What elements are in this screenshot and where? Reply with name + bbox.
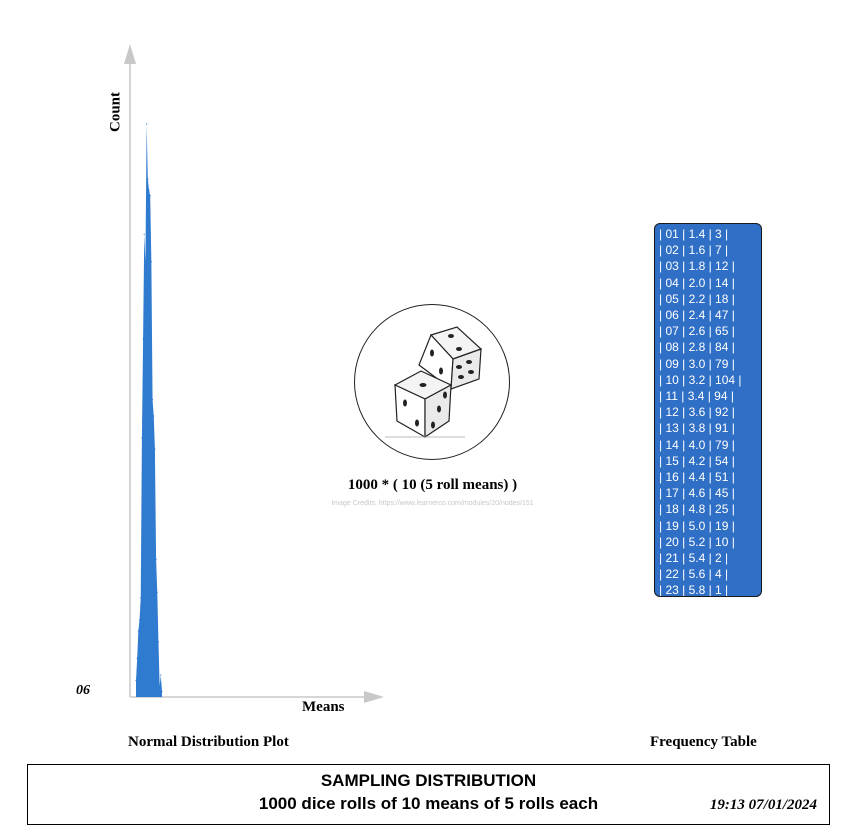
dice-caption: 1000 * ( 10 (5 roll means) ) [347,477,518,493]
frequency-table-row: | 15 | 4.2 | 54 | [659,453,735,468]
data-point [138,619,141,621]
data-point [155,558,157,560]
data-point [156,591,158,593]
footer-box: SAMPLING DISTRIBUTION 1000 dice rolls of… [27,764,830,825]
x-axis-label: Means [302,699,345,715]
dice-image [354,304,510,460]
y-axis-arrow [124,44,136,64]
footer-timestamp: 19:13 07/01/2024 [709,797,817,813]
y-axis-label: Count [107,92,124,133]
data-point [149,195,151,197]
frequency-table-row: | 04 | 2.0 | 14 | [659,275,735,290]
data-point [137,630,139,632]
data-point [136,657,138,660]
frequency-table-row: | 13 | 3.8 | 91 | [659,421,735,436]
image-credits: Image Credits: https://www.learnerco.com… [331,500,534,507]
data-point [159,685,161,687]
data-point [142,338,144,340]
frequency-table-row: | 19 | 5.0 | 19 | [659,518,735,533]
frequency-table-row: | 17 | 4.6 | 45 | [659,486,735,501]
frequency-table-row: | 08 | 2.8 | 84 | [659,340,735,355]
frequency-table-row: | 01 | 1.4 | 3 | [659,227,729,241]
frequency-table-row: | 12 | 3.6 | 92 | [659,405,735,420]
frequency-table-row: | 11 | 3.4 | 94 | [659,389,734,404]
series-area [135,123,163,697]
data-point [150,261,152,263]
series-area-path [136,124,162,697]
frequency-table-row: | 06 | 2.4 | 47 | [659,308,735,323]
frequency-table-row: | 14 | 4.0 | 79 | [659,437,735,452]
frequency-table-row: | 09 | 3.0 | 79 | [659,356,735,371]
frequency-table-row: | 21 | 5.4 | 2 | [659,551,729,566]
data-point [153,415,155,417]
frequency-table-row: | 03 | 1.8 | 12 | [659,259,735,274]
frequency-table-row: | 23 | 5.8 | 1 | [659,583,729,597]
frequency-table-row: | 16 | 4.4 | 51 | [659,470,735,485]
data-point [141,437,143,439]
data-point [151,398,154,401]
data-point [144,261,147,263]
data-point [140,597,142,599]
plot-caption: Normal Distribution Plot [128,734,289,750]
frequency-table-row: | 10 | 3.2 | 104 | [659,372,742,387]
frequency-table: | 01 | 1.4 | 3 | | 02 | 1.6 | 7 | | 03 | 1… [654,223,762,597]
data-point [160,674,162,676]
origin-label: 06 [76,683,90,698]
x-axis-arrow [364,691,384,703]
footer-subtitle: 1000 dice rolls of 10 means of 5 rolls e… [258,794,599,813]
data-point [135,679,137,682]
data-point [157,641,160,643]
frequency-table-row: | 22 | 5.6 | 4 | [659,567,729,582]
footer-title: SAMPLING DISTRIBUTION [320,771,537,790]
dice-icon [385,326,483,439]
data-point [147,178,149,180]
plot-axes [124,44,384,703]
data-point [143,233,145,235]
data-point [161,690,163,693]
frequency-table-row: | 02 | 1.6 | 7 | [659,243,729,258]
data-point [146,123,148,125]
data-point [154,448,156,450]
frequency-table-caption: Frequency Table [650,734,757,750]
frequency-table-row: | 18 | 4.8 | 25 | [659,502,735,517]
data-point [148,189,150,191]
frequency-table-row: | 05 | 2.2 | 18 | [659,291,735,306]
frequency-table-row: | 20 | 5.2 | 10 | [659,534,735,549]
frequency-table-row: | 07 | 2.6 | 65 | [659,324,735,339]
